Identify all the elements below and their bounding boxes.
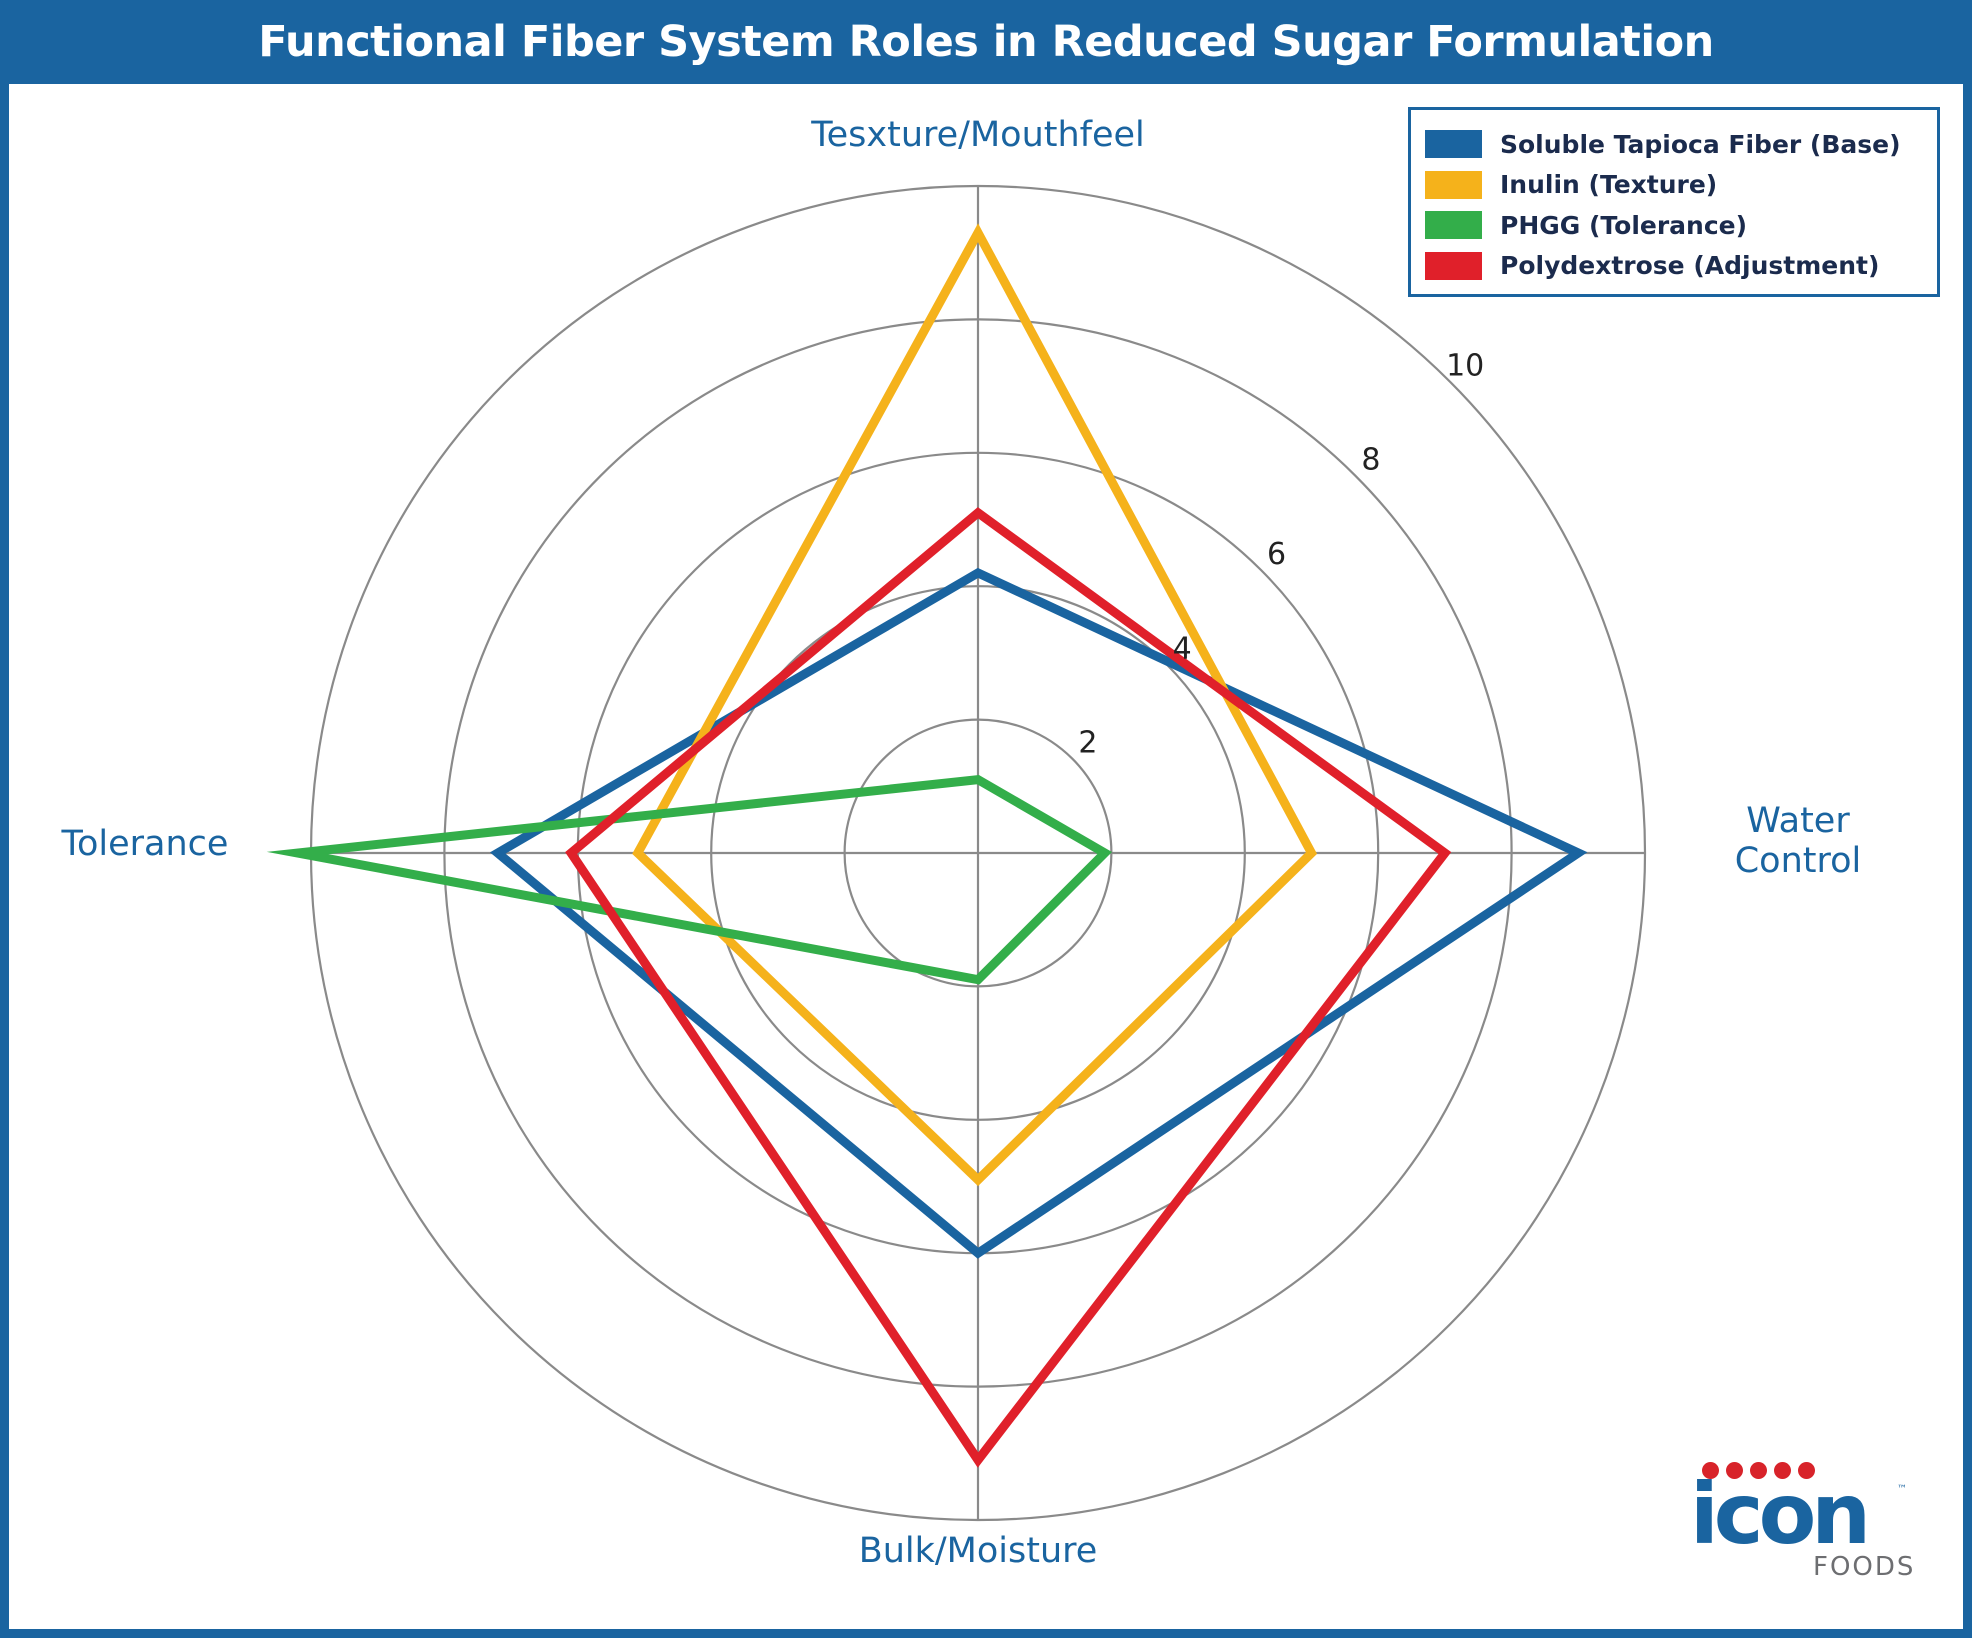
- legend-swatch: [1425, 251, 1482, 280]
- series-polygon: [489, 567, 1588, 1259]
- axis-label: Tesxture/Mouthfeel: [810, 115, 1145, 155]
- legend-item-soluble-tapioca-fiber: Soluble Tapioca Fiber (Base): [1425, 124, 1937, 165]
- legend-label: Inulin (Texture): [1500, 170, 1718, 200]
- legend-item-inulin: Inulin (Texture): [1425, 165, 1937, 206]
- icon-foods-logo: icon ™ FOODS: [1690, 1462, 1913, 1582]
- logo-dot: [1798, 1462, 1815, 1479]
- axis-label-line: Tesxture/Mouthfeel: [810, 115, 1145, 155]
- axis-label-line: Water: [1746, 801, 1850, 841]
- axis-label: Tolerance: [61, 824, 229, 864]
- series-polygon: [565, 507, 1452, 1468]
- logo-dot: [1702, 1462, 1719, 1479]
- ring-tick-label: 10: [1446, 348, 1484, 383]
- ring-tick-label: 8: [1361, 443, 1380, 478]
- legend-swatch: [1425, 170, 1482, 199]
- title-bar: Functional Fiber System Roles in Reduced…: [0, 0, 1972, 84]
- axis-label-line: Bulk/Moisture: [859, 1531, 1098, 1571]
- legend-label: Polydextrose (Adjustment): [1500, 251, 1880, 281]
- radar-labels: 2 4 6 8 10 Tesxture/Mouthfeel Water Control Bulk…: [61, 115, 1862, 1571]
- logo-dot: [1726, 1462, 1743, 1479]
- radar-series: [266, 223, 1588, 1468]
- axis-label-line: Tolerance: [61, 824, 229, 864]
- legend-item-polydextrose: Polydextrose (Adjustment): [1425, 246, 1937, 287]
- chart-title: Functional Fiber System Roles in Reduced…: [258, 17, 1714, 67]
- logo-subtitle: FOODS: [1813, 1552, 1916, 1582]
- radar-grid: [309, 184, 1647, 1522]
- logo-dot: [1774, 1462, 1791, 1479]
- axis-label: Bulk/Moisture: [859, 1531, 1098, 1571]
- legend-swatch: [1425, 211, 1482, 240]
- axis-label: Water Control: [1735, 801, 1862, 881]
- logo-dots: [1702, 1462, 1822, 1479]
- legend-label: Soluble Tapioca Fiber (Base): [1500, 129, 1901, 159]
- logo-trademark: ™: [1897, 1484, 1907, 1495]
- legend-label: PHGG (Tolerance): [1500, 210, 1748, 240]
- legend-swatch: [1425, 130, 1482, 159]
- series-polygon: [266, 774, 1113, 985]
- axis-label-line: Control: [1735, 841, 1862, 881]
- series-polygon: [632, 223, 1318, 1187]
- ring-tick-label: 6: [1267, 537, 1286, 572]
- legend: Soluble Tapioca Fiber (Base) Inulin (Tex…: [1408, 107, 1940, 297]
- ring-tick-label: 4: [1173, 631, 1192, 666]
- logo-dot: [1750, 1462, 1767, 1479]
- legend-item-phgg: PHGG (Tolerance): [1425, 205, 1937, 246]
- logo-wordmark: icon: [1690, 1465, 1871, 1563]
- ring-tick-label: 2: [1078, 726, 1097, 761]
